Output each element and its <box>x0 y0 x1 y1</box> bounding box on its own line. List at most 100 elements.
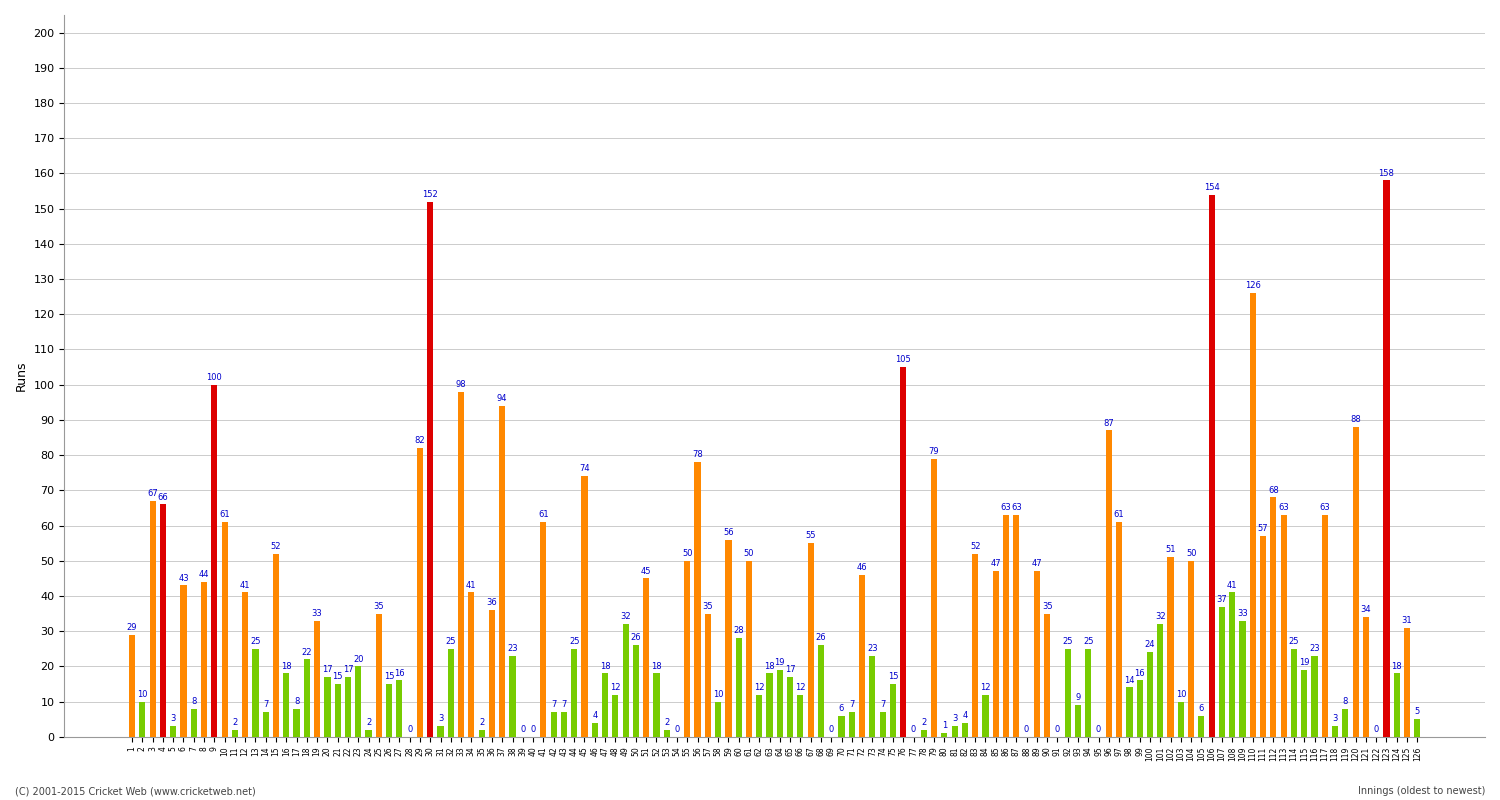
Text: 25: 25 <box>251 637 261 646</box>
Text: 79: 79 <box>928 447 939 456</box>
Text: 0: 0 <box>1054 725 1060 734</box>
Bar <box>1013 515 1020 737</box>
Text: 23: 23 <box>1310 644 1320 653</box>
Text: 7: 7 <box>561 700 567 710</box>
Text: 33: 33 <box>1238 609 1248 618</box>
Text: 2: 2 <box>921 718 927 727</box>
Text: 2: 2 <box>478 718 484 727</box>
Text: 36: 36 <box>486 598 498 607</box>
Text: 12: 12 <box>795 682 806 692</box>
Bar <box>849 712 855 737</box>
Text: 10: 10 <box>1176 690 1186 698</box>
Bar <box>942 734 948 737</box>
Bar <box>150 501 156 737</box>
Text: 3: 3 <box>438 714 442 723</box>
Bar <box>1383 181 1389 737</box>
Text: 6: 6 <box>1198 704 1204 713</box>
Text: 35: 35 <box>702 602 712 610</box>
Text: 7: 7 <box>550 700 556 710</box>
Bar <box>622 624 628 737</box>
Bar <box>447 649 454 737</box>
Bar <box>859 575 865 737</box>
Bar <box>818 646 824 737</box>
Bar <box>798 694 804 737</box>
Bar <box>1167 558 1173 737</box>
Text: 15: 15 <box>888 672 898 681</box>
Text: 5: 5 <box>1414 707 1420 716</box>
Bar <box>1322 515 1328 737</box>
Text: 50: 50 <box>682 549 693 558</box>
Text: 74: 74 <box>579 465 590 474</box>
Bar <box>314 621 320 737</box>
Text: 56: 56 <box>723 528 734 537</box>
Text: 3: 3 <box>171 714 176 723</box>
Bar <box>1332 726 1338 737</box>
Bar <box>1414 719 1420 737</box>
Text: 0: 0 <box>1024 725 1029 734</box>
Bar <box>684 561 690 737</box>
Text: 4: 4 <box>592 711 597 720</box>
Text: 32: 32 <box>1155 612 1166 622</box>
Text: 17: 17 <box>322 665 333 674</box>
Bar <box>1239 621 1245 737</box>
Bar <box>273 554 279 737</box>
Text: (C) 2001-2015 Cricket Web (www.cricketweb.net): (C) 2001-2015 Cricket Web (www.cricketwe… <box>15 786 255 796</box>
Text: 61: 61 <box>1114 510 1125 519</box>
Bar <box>1076 705 1082 737</box>
Bar <box>232 730 238 737</box>
Bar <box>561 712 567 737</box>
Bar <box>1188 561 1194 737</box>
Text: 26: 26 <box>816 634 827 642</box>
Bar <box>839 716 844 737</box>
Bar <box>1148 652 1154 737</box>
Bar <box>900 367 906 737</box>
Bar <box>458 392 464 737</box>
Text: 0: 0 <box>1374 725 1378 734</box>
Bar <box>932 458 938 737</box>
Bar <box>582 476 588 737</box>
Text: 47: 47 <box>1032 559 1042 569</box>
Text: 37: 37 <box>1216 594 1227 604</box>
Bar <box>694 462 700 737</box>
Bar <box>1209 194 1215 737</box>
Text: 4: 4 <box>963 711 968 720</box>
Text: 7: 7 <box>880 700 885 710</box>
Text: 2: 2 <box>366 718 370 727</box>
Bar <box>1292 649 1298 737</box>
Text: 15: 15 <box>384 672 394 681</box>
Bar <box>1034 571 1040 737</box>
Text: 19: 19 <box>1299 658 1310 667</box>
Text: 0: 0 <box>675 725 680 734</box>
Text: 45: 45 <box>640 566 651 575</box>
Bar <box>591 722 598 737</box>
Bar <box>1178 702 1184 737</box>
Bar <box>654 674 660 737</box>
Bar <box>890 684 896 737</box>
Text: 7: 7 <box>849 700 855 710</box>
Bar <box>1116 522 1122 737</box>
Bar <box>211 385 217 737</box>
Text: 0: 0 <box>520 725 525 734</box>
Bar <box>366 730 372 737</box>
Bar <box>1106 430 1112 737</box>
Bar <box>1353 427 1359 737</box>
Bar <box>180 586 186 737</box>
Bar <box>1342 709 1348 737</box>
Text: 78: 78 <box>692 450 703 459</box>
Text: 43: 43 <box>178 574 189 582</box>
Bar <box>777 670 783 737</box>
Bar <box>262 712 268 737</box>
Bar <box>386 684 392 737</box>
Bar <box>1364 617 1370 737</box>
Bar <box>396 681 402 737</box>
Bar <box>1065 649 1071 737</box>
Text: 18: 18 <box>600 662 610 670</box>
Text: 6: 6 <box>839 704 844 713</box>
Text: 68: 68 <box>1268 486 1280 494</box>
Text: 67: 67 <box>147 489 158 498</box>
Text: 8: 8 <box>190 697 196 706</box>
Text: 23: 23 <box>507 644 518 653</box>
Bar <box>1228 593 1236 737</box>
Text: 46: 46 <box>856 563 867 572</box>
Text: 98: 98 <box>456 380 466 389</box>
